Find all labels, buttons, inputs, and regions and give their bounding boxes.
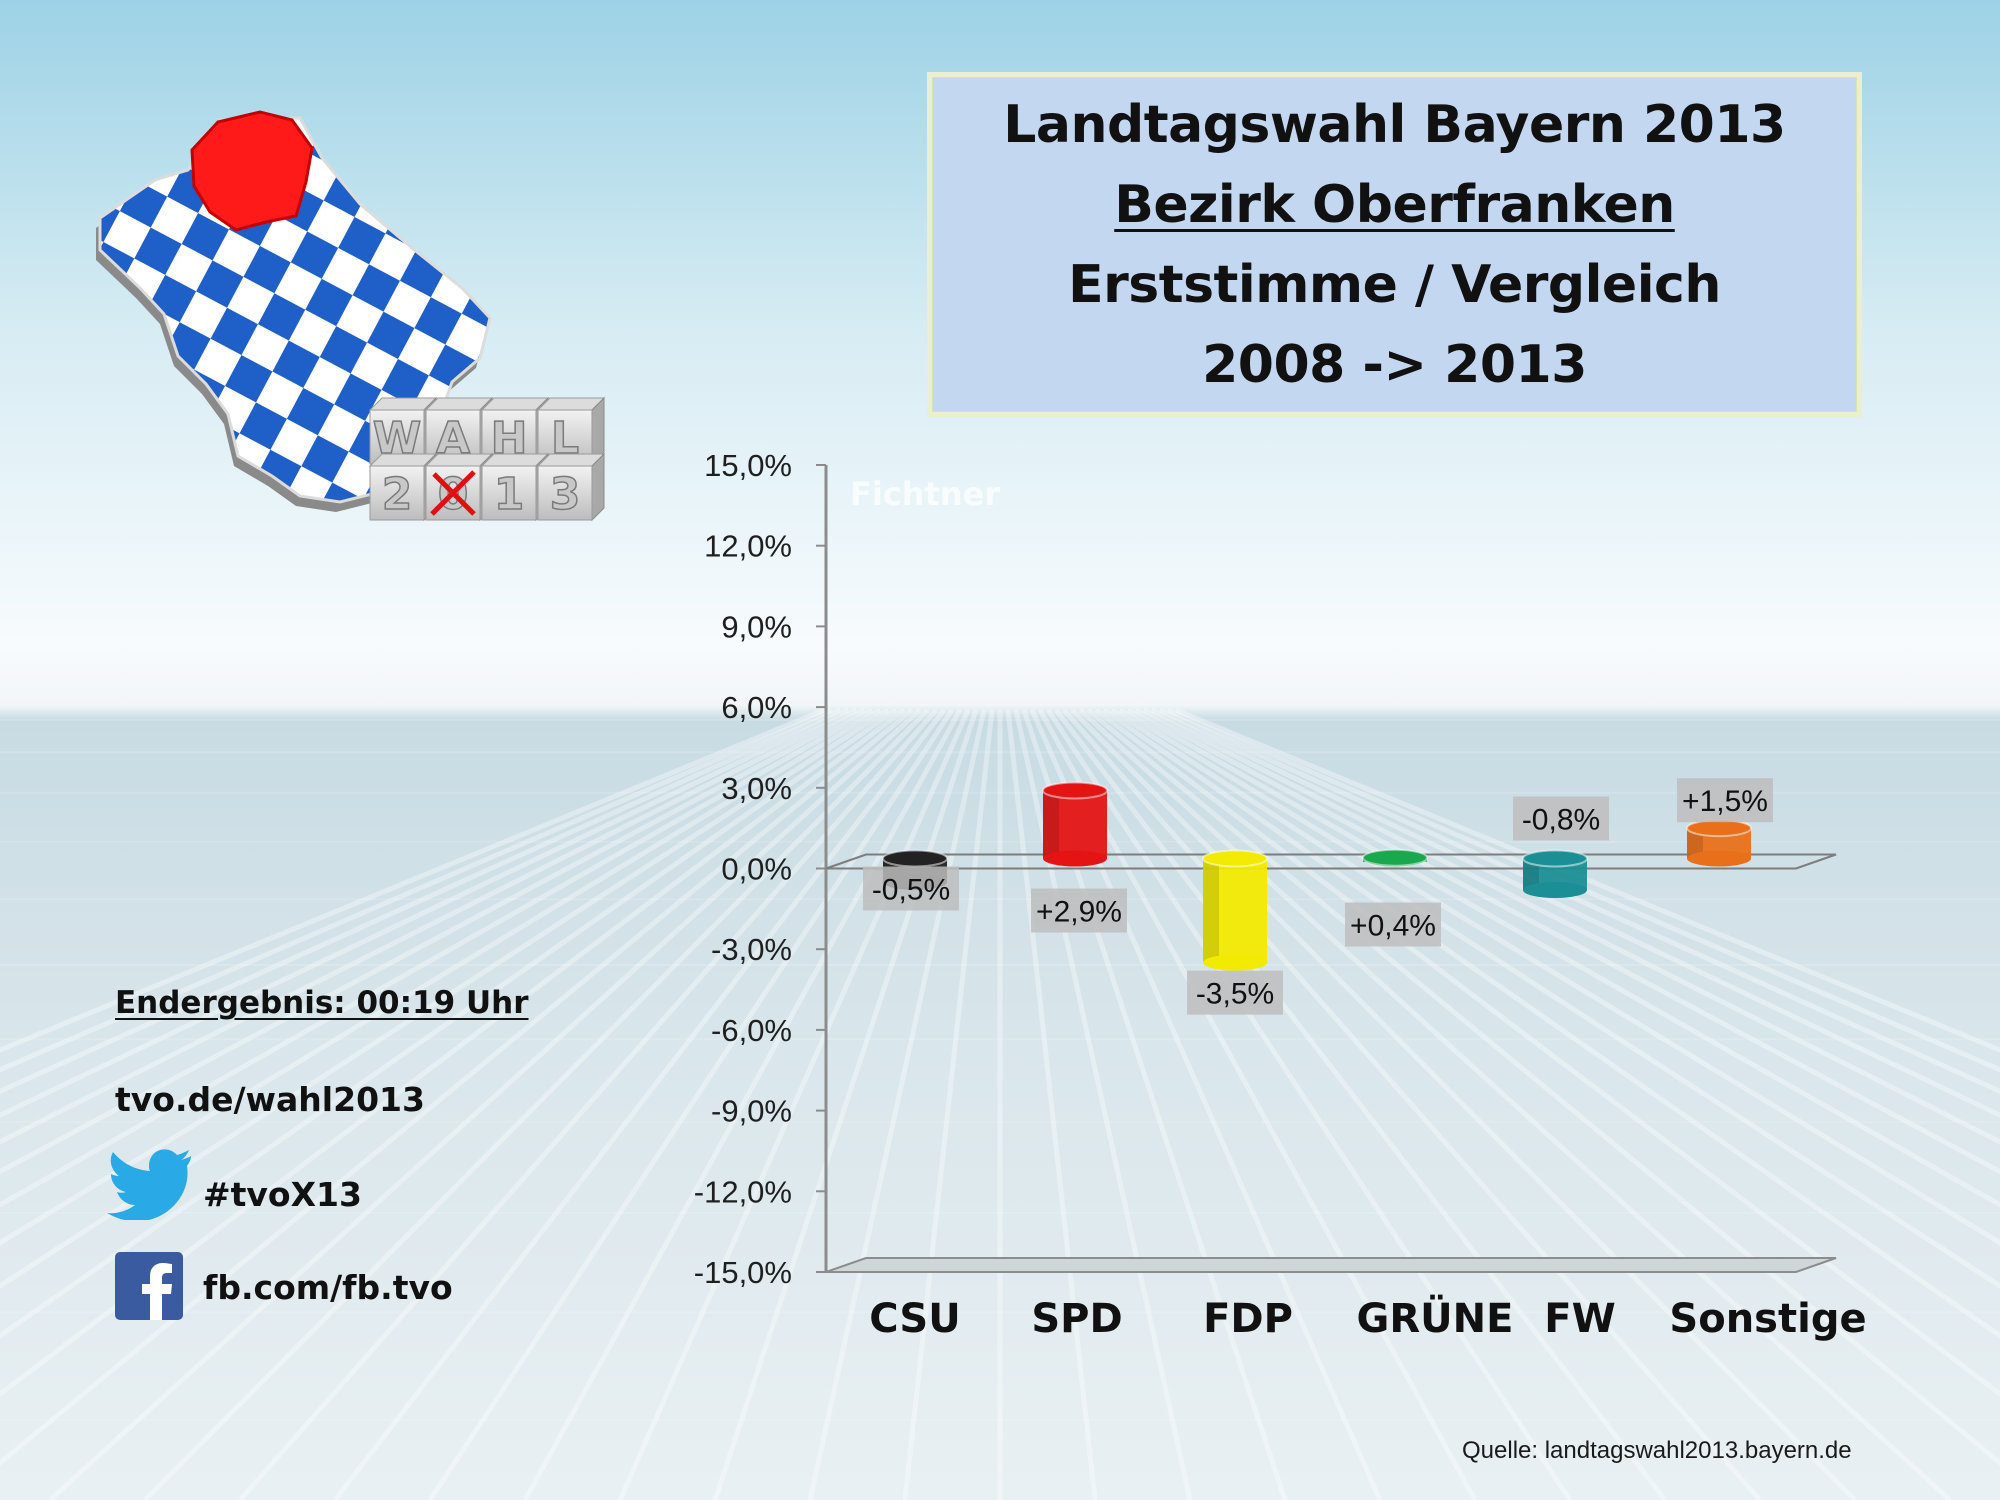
bar-sonstige [1686, 819, 1752, 867]
title-line-3: Erststimme / Vergleich [1068, 254, 1721, 315]
data-label: -0,5% [863, 866, 959, 911]
data-label: +1,5% [1677, 778, 1773, 823]
bar-grüne [1362, 848, 1428, 867]
y-tick-label: 6,0% [721, 690, 792, 725]
x-category-label: FDP [1203, 1296, 1293, 1342]
y-tick-label: 0,0% [721, 852, 792, 887]
source-note: Quelle: landtagswahl2013.bayern.de [1462, 1437, 1852, 1464]
floor-plane [825, 1257, 1837, 1273]
cube-letter: 1 [494, 469, 525, 520]
y-tick-label: -15,0% [694, 1255, 792, 1290]
y-tick-label: 9,0% [721, 609, 792, 644]
title-box: Landtagswahl Bayern 2013 Bezirk Oberfran… [927, 72, 1862, 417]
wahl-2013-cubes: WAHL2013 [368, 396, 606, 522]
twitter-icon[interactable] [105, 1148, 193, 1220]
result-time: Endergebnis: 00:19 Uhr [115, 985, 529, 1021]
title-line-4: 2008 -> 2013 [1202, 334, 1587, 395]
title-line-2: Bezirk Oberfranken [1114, 174, 1675, 235]
svg-text:+0,4%: +0,4% [1350, 910, 1436, 943]
svg-text:-3,5%: -3,5% [1196, 978, 1274, 1011]
x-category-label: Sonstige [1669, 1296, 1866, 1342]
svg-text:-0,8%: -0,8% [1522, 804, 1600, 837]
twitter-handle[interactable]: #tvoX13 [203, 1175, 362, 1214]
watermark: Fichtner [850, 475, 1000, 513]
data-label: +0,4% [1345, 902, 1441, 947]
zero-line [825, 853, 1837, 870]
svg-text:-0,5%: -0,5% [872, 874, 950, 907]
svg-text:+1,5%: +1,5% [1682, 785, 1768, 818]
y-tick-label: 3,0% [721, 771, 792, 806]
y-tick-label: -12,0% [694, 1174, 792, 1209]
data-label: +2,9% [1031, 888, 1127, 933]
x-category-label: CSU [869, 1296, 960, 1342]
data-label: -3,5% [1187, 970, 1283, 1015]
cube-letter: 2 [382, 469, 413, 520]
y-tick-label: 12,0% [704, 529, 792, 564]
y-tick-label: -6,0% [711, 1013, 792, 1048]
y-tick-label: -9,0% [711, 1094, 792, 1129]
facebook-icon[interactable] [115, 1252, 183, 1320]
cube-letter: 3 [550, 469, 581, 520]
data-label: -0,8% [1513, 796, 1609, 841]
bar-spd [1042, 781, 1108, 867]
bavaria-wahl-logo: WAHL2013 [96, 110, 606, 522]
svg-text:+2,9%: +2,9% [1036, 896, 1122, 929]
facebook-link[interactable]: fb.com/fb.tvo [203, 1268, 453, 1307]
website-link[interactable]: tvo.de/wahl2013 [115, 1080, 425, 1119]
bar-fw [1522, 849, 1588, 899]
y-tick-label: 15,0% [704, 448, 792, 483]
y-tick-label: -3,0% [711, 932, 792, 967]
bar-fdp [1202, 849, 1268, 971]
x-category-label: GRÜNE [1357, 1294, 1514, 1342]
oberfranken-region [190, 110, 314, 232]
x-category-label: SPD [1031, 1296, 1122, 1342]
x-category-label: FW [1544, 1296, 1615, 1342]
title-line-1: Landtagswahl Bayern 2013 [1003, 94, 1786, 155]
